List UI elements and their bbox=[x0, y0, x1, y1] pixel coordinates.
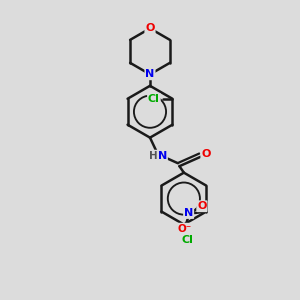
Text: O: O bbox=[201, 149, 211, 159]
Text: N: N bbox=[158, 151, 167, 160]
Text: Cl: Cl bbox=[148, 94, 160, 104]
Text: O: O bbox=[197, 201, 207, 211]
Text: H: H bbox=[149, 151, 158, 160]
Text: O: O bbox=[145, 23, 155, 33]
Text: Cl: Cl bbox=[181, 236, 193, 245]
Text: O⁻: O⁻ bbox=[177, 224, 191, 234]
Text: N: N bbox=[146, 69, 154, 79]
Text: N: N bbox=[184, 208, 193, 218]
